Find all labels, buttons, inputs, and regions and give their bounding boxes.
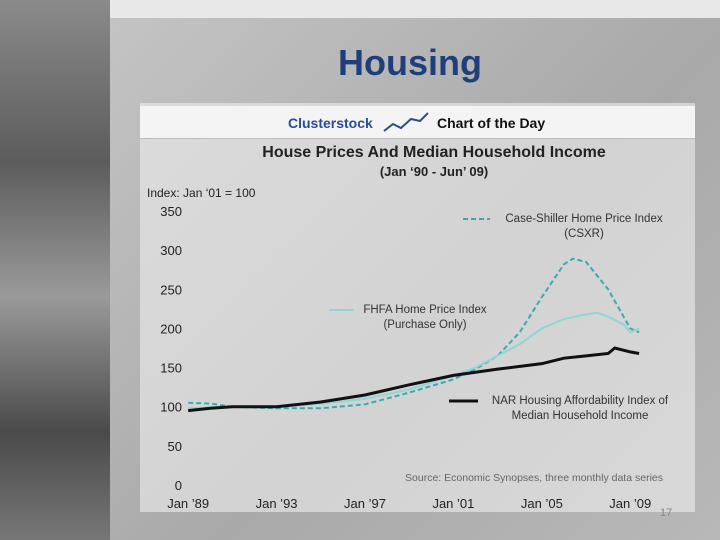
series-line	[188, 257, 640, 410]
x-tick-label: Jan ’05	[521, 496, 563, 511]
y-tick-label: 250	[160, 282, 182, 297]
x-tick-label: Jan ’97	[344, 496, 386, 511]
chart-header	[140, 106, 695, 139]
x-tick-label: Jan ’01	[432, 496, 474, 511]
y-tick-label: 200	[160, 321, 182, 336]
legend-label: FHFA Home Price Index (Purchase Only)	[363, 304, 487, 331]
chart-subtitle: (Jan ‘90 - Jun’ 09)	[380, 164, 488, 179]
chart-panel	[140, 103, 695, 512]
y-tick-label: 150	[160, 361, 182, 376]
y-tick-label: 300	[160, 243, 182, 258]
x-tick-label: Jan ’89	[167, 496, 209, 511]
y-tick-label: 100	[160, 400, 182, 415]
x-tick-label: Jan ’93	[256, 496, 298, 511]
header-right: Chart of the Day	[437, 115, 546, 131]
series-line	[187, 346, 640, 413]
logo-icon	[383, 112, 429, 132]
header-left: Clusterstock	[288, 115, 373, 131]
legend-label: Case-Shiller Home Price Index (CSXR)	[505, 213, 663, 240]
y-tick-label: 50	[168, 439, 182, 454]
x-tick-label: Jan ’09	[609, 496, 651, 511]
source: Source: Economic Synopses, three monthly…	[405, 472, 663, 484]
page-number: 17	[660, 507, 673, 519]
legend-label: NAR Housing Affordability Index of Media…	[491, 395, 669, 422]
y-tick-label: 0	[175, 478, 182, 493]
photo-collage	[0, 0, 110, 540]
top-bar	[110, 0, 720, 18]
y-axis-label: Index: Jan ‘01 = 100	[147, 186, 256, 200]
chart-title: House Prices And Median Household Income	[262, 144, 606, 161]
y-tick-label: 350	[160, 204, 182, 219]
slide-title: Housing	[338, 42, 482, 83]
